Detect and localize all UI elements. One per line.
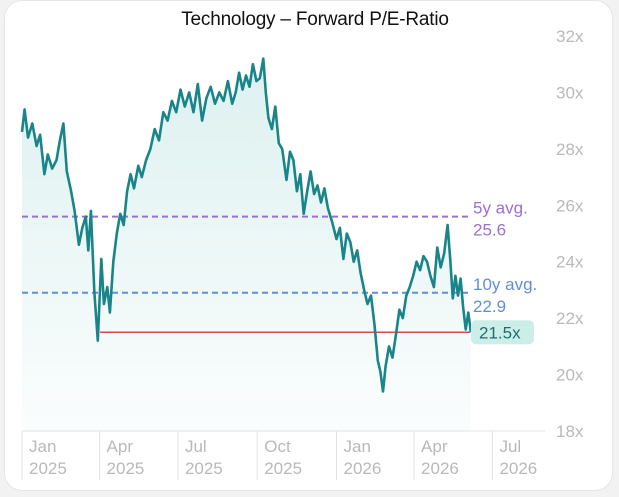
reference-value: 25.6 xyxy=(473,221,506,240)
chart-title: Technology – Forward P/E-Ratio xyxy=(181,9,449,30)
x-tick-year: 2025 xyxy=(29,459,67,478)
reference-label: 5y avg. xyxy=(473,199,528,218)
x-tick-month: Jan xyxy=(29,437,56,456)
series-line xyxy=(20,57,473,393)
reference-value: 22.9 xyxy=(473,297,506,316)
x-tick-month: Apr xyxy=(421,437,448,456)
y-tick-label: 24x xyxy=(556,253,584,272)
x-tick-month: Jan xyxy=(343,437,370,456)
x-tick-year: 2025 xyxy=(264,459,302,478)
x-tick-month: Jul xyxy=(499,437,521,456)
current-value-badge xyxy=(471,320,534,345)
y-tick-label: 30x xyxy=(556,83,584,102)
x-tick-year: 2025 xyxy=(185,459,223,478)
x-tick-year: 2025 xyxy=(107,459,145,478)
y-tick-label: 22x xyxy=(556,309,584,328)
x-tick-month: Jul xyxy=(185,437,207,456)
series-area xyxy=(22,58,471,431)
y-tick-label: 32x xyxy=(556,27,584,46)
x-tick-year: 2026 xyxy=(499,459,537,478)
y-tick-label: 18x xyxy=(556,422,584,441)
y-tick-label: 26x xyxy=(556,196,584,215)
x-tick-year: 2026 xyxy=(421,459,459,478)
x-tick-year: 2026 xyxy=(343,459,381,478)
y-tick-label: 20x xyxy=(556,366,584,385)
y-tick-label: 28x xyxy=(556,140,584,159)
current-value-label: 21.5x xyxy=(479,323,521,342)
x-tick-month: Oct xyxy=(264,437,291,456)
x-tick-month: Apr xyxy=(107,437,134,456)
reference-label: 10y avg. xyxy=(473,275,537,294)
